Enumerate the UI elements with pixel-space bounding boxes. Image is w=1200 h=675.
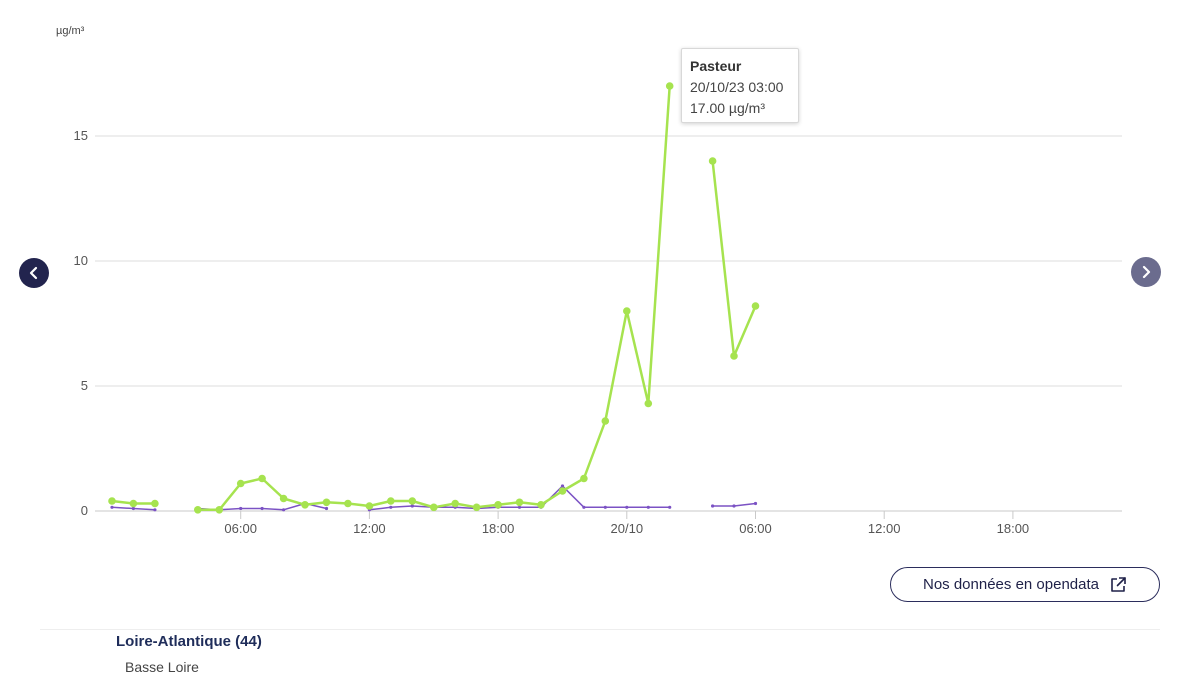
tooltip-series-name: Pasteur [690,58,742,74]
data-point[interactable] [344,499,352,508]
data-point[interactable] [730,352,738,360]
data-point[interactable] [494,501,502,509]
data-point[interactable] [410,504,414,508]
opendata-button-label: Nos données en opendata [923,576,1099,593]
section-divider [40,629,1160,630]
data-point[interactable] [558,487,567,495]
chart-tooltip: Pasteur 20/10/23 03:00 17.00 µg/m³ [681,48,799,123]
data-point[interactable] [389,505,393,509]
data-point[interactable] [194,506,202,514]
tooltip-datetime: 20/10/23 03:00 [690,79,784,95]
x-tick-label: 06:00 [739,521,772,536]
data-point[interactable] [153,508,157,512]
x-tick-label: 18:00 [997,521,1030,536]
data-point[interactable] [646,505,650,509]
data-point[interactable] [668,505,672,509]
tooltip-value: 17.00 µg/m³ [690,100,765,116]
next-period-button[interactable] [1131,257,1161,287]
chart: 0 5 10 15 06:00 12:00 18:00 20/10 06:00 12:00 18:0… [56,25,1122,536]
grid [95,135,1122,512]
data-point[interactable] [537,501,545,509]
data-point[interactable] [472,503,481,512]
series-secondary [110,484,758,512]
data-point[interactable] [580,474,588,483]
data-point[interactable] [282,508,286,512]
data-point[interactable] [451,499,460,508]
data-point[interactable] [239,506,243,511]
data-point[interactable] [236,479,245,488]
data-point[interactable] [644,399,653,408]
series-pasteur [108,82,760,514]
data-point[interactable] [517,505,522,509]
data-point[interactable] [215,506,224,514]
region-subtitle: Basse Loire [125,659,199,675]
data-point[interactable] [279,494,288,503]
data-point[interactable] [753,501,758,506]
data-point[interactable] [732,504,736,508]
y-tick-label: 10 [74,253,88,268]
data-point[interactable] [365,502,374,510]
x-tick-label: 12:00 [868,521,901,536]
series-line [711,160,757,358]
data-point[interactable] [258,474,266,483]
data-point[interactable] [408,497,417,505]
series [108,82,760,514]
data-point[interactable] [560,484,565,488]
data-point[interactable] [387,497,395,505]
data-point[interactable] [151,499,159,508]
data-point[interactable] [708,157,717,165]
data-point[interactable] [260,506,264,511]
data-point[interactable] [324,506,329,511]
data-point[interactable] [751,302,760,310]
data-point[interactable] [623,307,631,315]
y-tick-label: 15 [74,128,88,143]
data-point[interactable] [110,505,114,509]
data-point[interactable] [665,82,674,90]
data-point[interactable] [430,503,438,512]
external-link-icon [1111,576,1126,592]
y-tick-label: 5 [81,378,88,393]
y-axis-unit: µg/m³ [56,25,85,37]
x-tick-label: 12:00 [353,521,386,536]
data-point[interactable] [322,498,331,507]
y-tick-label: 0 [81,503,88,518]
data-point[interactable] [515,498,524,507]
data-point[interactable] [711,504,715,508]
data-point[interactable] [625,505,629,509]
region-title: Loire-Atlantique (44) [116,633,262,650]
chevron-right-icon [1142,265,1151,279]
data-point[interactable] [603,505,607,509]
data-point[interactable] [601,417,610,425]
chevron-left-icon [29,266,38,280]
x-tick-label: 06:00 [224,521,257,536]
x-tick-label: 18:00 [482,521,515,536]
data-point[interactable] [108,497,116,505]
previous-period-button[interactable] [19,258,49,288]
data-point[interactable] [131,506,135,511]
axes: 0 5 10 15 06:00 12:00 18:00 20/10 06:00 12:00 18:0… [74,128,1030,536]
data-point[interactable] [582,505,586,509]
data-point[interactable] [129,499,138,508]
x-tick-label: 20/10 [611,521,644,536]
opendata-button[interactable]: Nos données en opendata [890,567,1160,602]
series-line [197,85,671,512]
data-point[interactable] [301,501,309,509]
